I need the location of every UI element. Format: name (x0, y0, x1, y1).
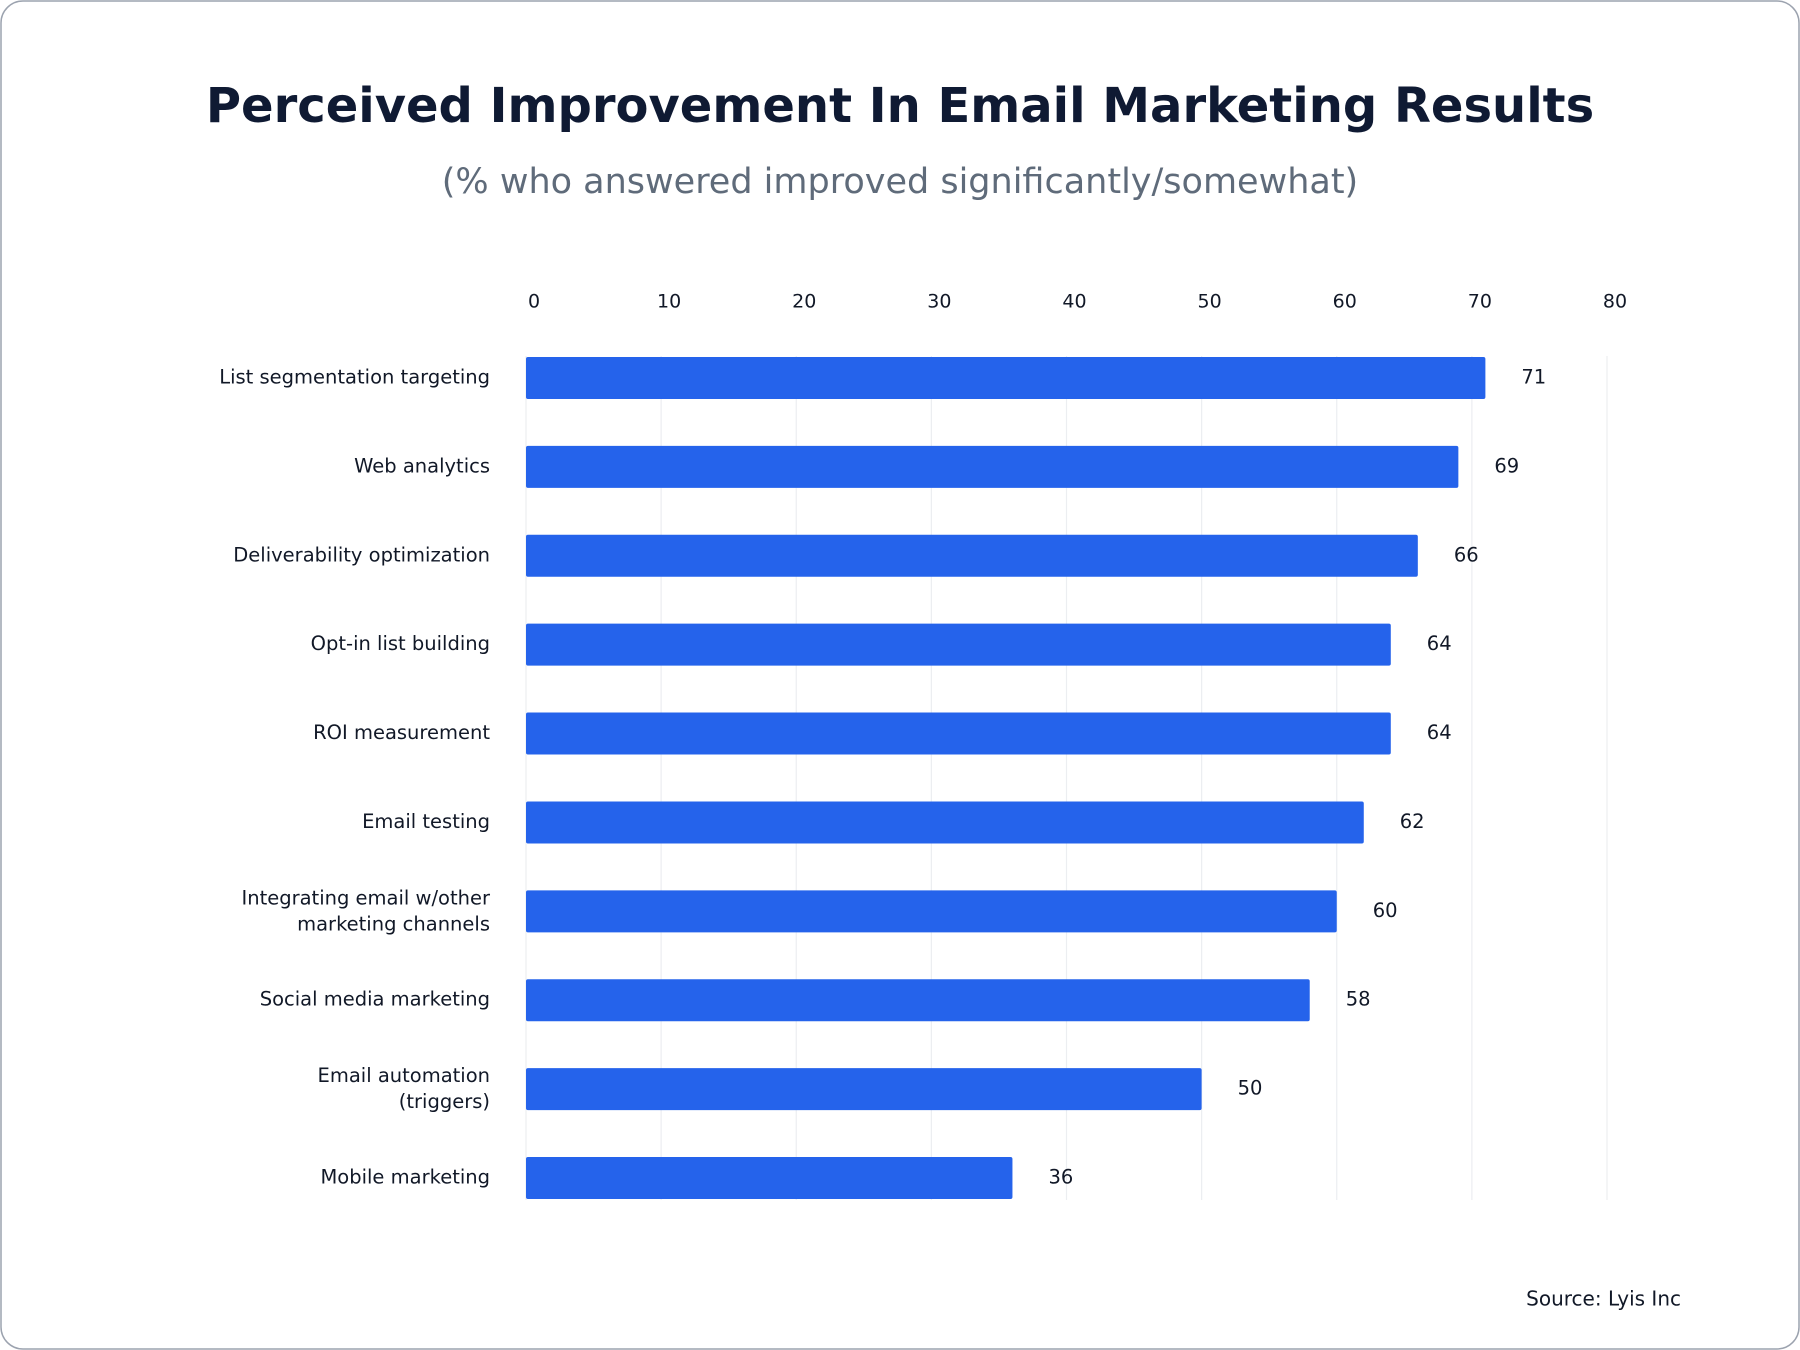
bar (526, 890, 1337, 933)
bar (526, 801, 1364, 844)
value-label: 64 (1427, 721, 1452, 744)
value-label: 71 (1521, 366, 1546, 389)
x-tick-label: 80 (1603, 291, 1627, 313)
y-tick-label: Opt-in list building (311, 632, 490, 655)
y-tick-label: Email testing (362, 810, 490, 833)
y-tick-label: Social media marketing (260, 988, 490, 1011)
y-tick-label: List segmentation targeting (219, 366, 490, 389)
y-tick-label: ROI measurement (313, 721, 490, 744)
bar (526, 1157, 1013, 1199)
bar (526, 712, 1391, 755)
value-label: 69 (1494, 454, 1519, 477)
source-note: Source: Lyis Inc (1526, 1287, 1681, 1311)
bar (526, 979, 1310, 1022)
value-label: 60 (1373, 899, 1398, 922)
y-tick-label: Deliverability optimization (233, 543, 490, 566)
bar (526, 1068, 1202, 1111)
x-tick-label: 10 (657, 291, 681, 313)
value-label: 50 (1238, 1077, 1263, 1100)
value-label: 66 (1454, 543, 1479, 566)
x-tick-label: 50 (1198, 291, 1222, 313)
x-tick-label: 40 (1062, 291, 1086, 313)
value-label: 64 (1427, 632, 1452, 655)
x-tick-label: 60 (1333, 291, 1357, 313)
value-label: 62 (1400, 810, 1425, 833)
bar (526, 623, 1391, 666)
y-tick-label: Email automation (triggers) (318, 1064, 490, 1113)
y-tick-label: Web analytics (354, 454, 490, 477)
value-label: 36 (1048, 1166, 1073, 1189)
chart-title: Perceived Improvement In Email Marketing… (206, 78, 1594, 134)
y-tick-label: Integrating email w/other marketing chann… (241, 886, 491, 935)
bar (526, 445, 1459, 488)
chart-subtitle: (% who answered improved significantly/s… (442, 162, 1358, 202)
x-tick-label: 30 (927, 291, 951, 313)
x-tick-label: 0 (528, 291, 540, 313)
bar (526, 357, 1486, 399)
y-tick-label: Mobile marketing (320, 1166, 490, 1189)
x-tick-label: 70 (1468, 291, 1492, 313)
value-label: 58 (1346, 988, 1371, 1011)
bar (526, 534, 1418, 577)
x-tick-label: 20 (792, 291, 816, 313)
